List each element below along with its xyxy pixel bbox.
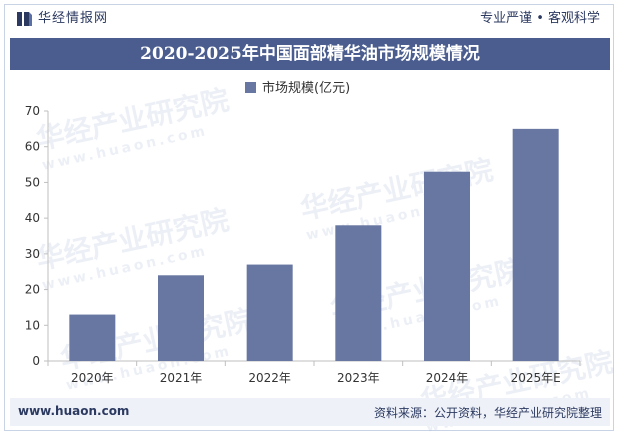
logo-text: 华经情报网 (38, 11, 109, 26)
logo-icon (17, 12, 32, 26)
header: 华经情报网 专业严谨 • 客观科学 (0, 0, 620, 38)
y-tick-label: 50 (25, 175, 40, 189)
footer-source: 资料来源：公开资料，华经产业研究院整理 (373, 406, 602, 420)
x-tick-label: 2021年 (160, 371, 203, 385)
x-tick-label: 2024年 (426, 371, 469, 385)
bar (69, 314, 116, 361)
y-tick-label: 40 (25, 211, 40, 225)
bar (335, 225, 382, 361)
y-tick-label: 20 (25, 283, 40, 297)
x-tick-label: 2022年 (248, 371, 291, 385)
y-tick-label: 60 (25, 140, 40, 154)
bar (246, 264, 293, 361)
footer-website: www.huaon.com (18, 404, 130, 418)
x-tick-label: 2023年 (337, 371, 380, 385)
legend-label: 市场规模(亿元) (262, 80, 350, 96)
y-tick-label: 70 (25, 104, 40, 118)
bar (158, 275, 204, 361)
x-tick-label: 2020年 (71, 371, 114, 385)
y-tick-label: 0 (32, 354, 40, 368)
legend-swatch (245, 82, 256, 93)
bar (424, 171, 470, 361)
slogan: 专业严谨 • 客观科学 (480, 11, 600, 26)
y-tick-label: 10 (25, 318, 40, 332)
chart-title: 2020-2025年中国面部精华油市场规模情况 (10, 38, 610, 70)
y-tick-label: 30 (25, 247, 40, 261)
x-tick-label: 2025年E (511, 371, 561, 385)
chart-frame (4, 4, 614, 431)
bar (512, 128, 559, 361)
footer: www.huaon.com 资料来源：公开资料，华经产业研究院整理 (10, 398, 610, 426)
